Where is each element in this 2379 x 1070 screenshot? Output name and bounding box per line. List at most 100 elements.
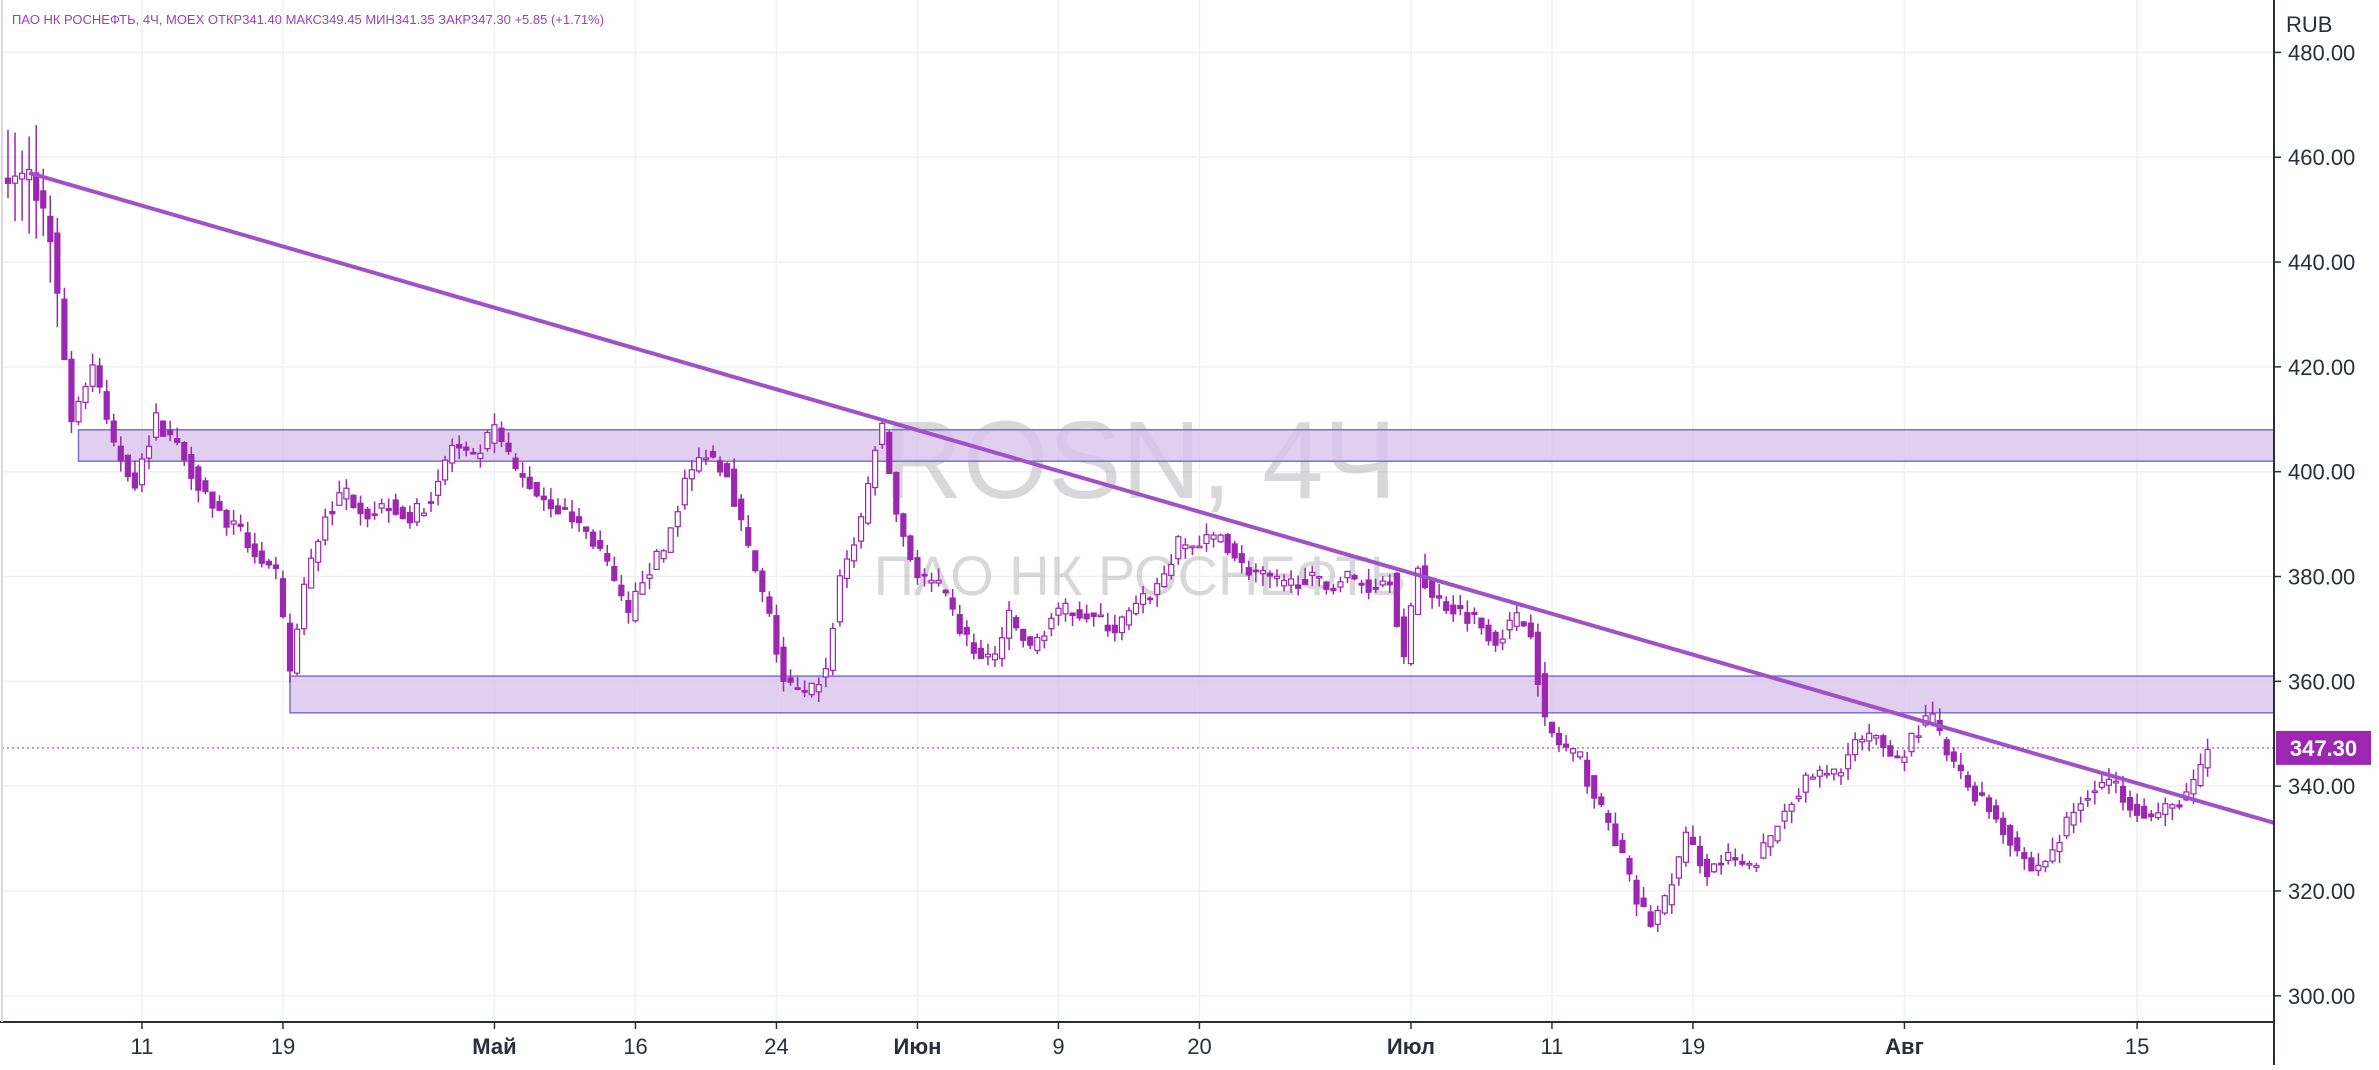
- candle-body: [1760, 842, 1767, 859]
- candle-body: [1224, 533, 1231, 554]
- candle-body: [1478, 617, 1485, 629]
- legend-open-value: 341.40: [242, 12, 282, 27]
- candle-body: [1725, 852, 1732, 862]
- candle-body: [1703, 858, 1711, 878]
- candle-body: [19, 172, 26, 180]
- candle-body: [2035, 864, 2042, 872]
- candle-body: [61, 298, 68, 361]
- candle-body: [2204, 748, 2211, 769]
- candle-body: [1866, 732, 1873, 742]
- candle-body: [998, 637, 1006, 660]
- candle-body: [456, 443, 463, 449]
- candle-body: [949, 597, 956, 610]
- candle-body: [2014, 837, 2021, 852]
- time-tick-label: 9: [1052, 1034, 1064, 1059]
- candle-body: [2000, 817, 2007, 835]
- candle-body: [1365, 579, 1372, 593]
- candle-body: [1612, 823, 1619, 847]
- price-axis[interactable]: RUB 480.00 460.00 440.00 420.00 400.00 380.00…: [2274, 12, 2355, 1009]
- candle-body: [1273, 575, 1281, 580]
- candle-body: [174, 438, 181, 443]
- legend-high-label: МАКС: [286, 12, 322, 27]
- candle-body: [110, 420, 117, 443]
- candle-body: [1753, 864, 1760, 869]
- candle-body: [1577, 751, 1584, 758]
- candle-body: [766, 596, 773, 614]
- candle-body: [1647, 911, 1654, 927]
- candles: [4, 125, 2211, 933]
- candle-body: [1534, 631, 1541, 685]
- candle-body: [1823, 772, 1831, 776]
- candle-body: [237, 523, 244, 527]
- candle-body: [1830, 768, 1838, 775]
- price-tick-label: 440.00: [2288, 250, 2355, 275]
- candle-body: [1238, 553, 1245, 564]
- trendline-layer[interactable]: [28, 171, 2275, 825]
- candle-body: [1111, 624, 1118, 634]
- candle-body: [1330, 587, 1337, 592]
- legend-low-label: МИН: [365, 12, 395, 27]
- candle-body: [272, 564, 279, 569]
- candle-body: [1400, 616, 1408, 658]
- candle-body: [794, 687, 801, 690]
- candle-body: [117, 445, 124, 462]
- candle-body: [970, 642, 977, 654]
- candle-body: [688, 469, 695, 480]
- time-axis[interactable]: 11 19 Май 16 24 Июн 9 20 Июл 11 19 Авг 15: [131, 1022, 2150, 1059]
- candle-body: [1837, 772, 1845, 777]
- candle-body: [371, 513, 378, 517]
- candle-body: [1598, 796, 1605, 805]
- candle-body: [2049, 849, 2056, 862]
- candle-body: [1393, 572, 1400, 627]
- candle-body: [921, 573, 928, 577]
- candle-body: [519, 473, 526, 478]
- candle-body: [1344, 570, 1351, 579]
- candle-body: [329, 511, 336, 515]
- candle-body: [2007, 825, 2014, 846]
- trendline[interactable]: [28, 171, 2275, 825]
- candle-body: [2063, 816, 2070, 837]
- candle-body: [759, 570, 766, 593]
- candle-body: [11, 175, 19, 184]
- candle-body: [1732, 857, 1739, 861]
- candle-body: [491, 424, 498, 444]
- candle-body: [427, 501, 435, 504]
- candle-body: [202, 480, 209, 493]
- price-tick-label: 480.00: [2288, 40, 2355, 65]
- candle-body: [1605, 813, 1612, 823]
- candle-body: [604, 552, 611, 562]
- candle-body: [533, 481, 540, 497]
- candle-body: [1527, 622, 1534, 638]
- candle-body: [1781, 810, 1788, 822]
- legend-interval: 4Ч: [143, 12, 159, 27]
- candle-body: [279, 578, 287, 618]
- candle-body: [935, 579, 942, 584]
- price-tick-label: 300.00: [2288, 984, 2355, 1009]
- time-tick-label: 19: [1681, 1034, 1705, 1059]
- candle-body: [872, 449, 879, 489]
- candle-body: [505, 442, 512, 453]
- candle-body: [1231, 543, 1238, 559]
- candle-body: [1880, 735, 1887, 749]
- candle-body: [258, 550, 265, 564]
- candle-body: [1844, 754, 1852, 770]
- candle-body: [738, 498, 745, 521]
- candle-body: [1217, 534, 1224, 543]
- candle-body: [2070, 811, 2077, 826]
- zones[interactable]: [77, 429, 2275, 714]
- candle-body: [96, 365, 103, 388]
- candle-body: [864, 482, 872, 524]
- candle-body: [1887, 745, 1894, 757]
- candle-body: [1295, 584, 1302, 589]
- candle-body: [1901, 756, 1908, 763]
- candle-body: [2141, 805, 2148, 819]
- candle-body: [47, 215, 54, 243]
- candle-body: [343, 487, 350, 500]
- price-tick-label: 420.00: [2288, 355, 2355, 380]
- candle-body: [195, 466, 202, 491]
- candle-body: [1323, 581, 1330, 590]
- candle-body: [702, 457, 710, 461]
- candle-body: [1175, 536, 1182, 560]
